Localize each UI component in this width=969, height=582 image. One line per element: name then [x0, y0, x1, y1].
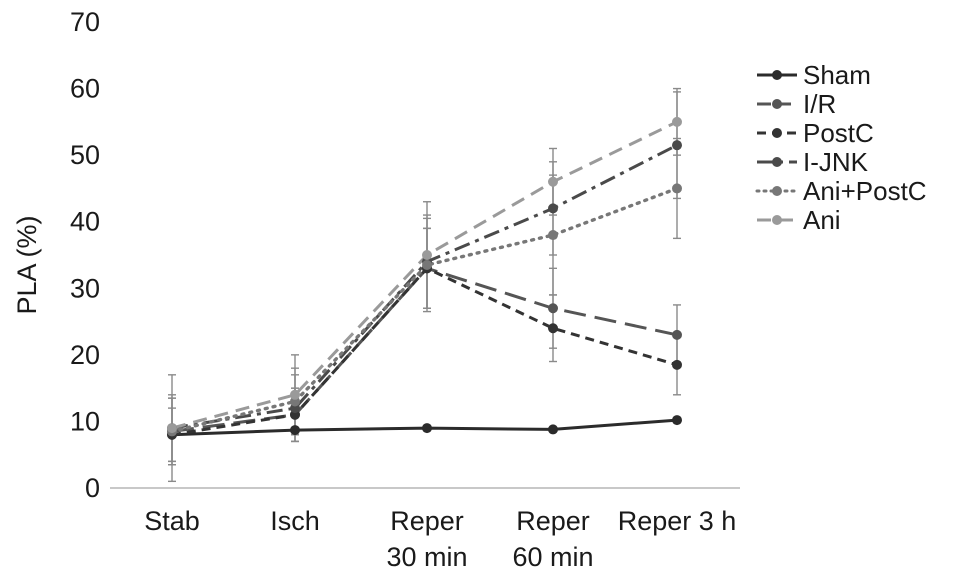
legend-item: Ani+PostC: [755, 176, 927, 206]
data-point: [548, 176, 558, 187]
legend-marker: [772, 99, 782, 109]
y-tick-label: 30: [70, 273, 100, 303]
legend-item: PostC: [757, 118, 874, 148]
legend-item: Sham: [757, 60, 871, 90]
legend-item: I-JNK: [757, 147, 869, 177]
y-axis-label-group: PLA (%): [12, 215, 42, 314]
data-point: [672, 359, 682, 370]
y-tick-label: 0: [85, 473, 100, 503]
x-tick-label: Reper 30 min: [386, 506, 467, 572]
legend-marker: [772, 186, 782, 196]
data-point: [672, 415, 682, 426]
series-points: [167, 116, 682, 440]
x-tick-label: Reper 3 h: [618, 506, 737, 536]
x-tick-label-line: Reper: [390, 506, 464, 536]
x-tick-label-line: 60 min: [512, 542, 593, 572]
y-axis-ticks: 0 10 20 30 40 50 60 70: [70, 7, 100, 503]
y-tick-label: 20: [70, 340, 100, 370]
y-tick-label: 40: [70, 207, 100, 237]
legend-item: Ani: [757, 205, 841, 235]
data-point: [422, 250, 432, 260]
x-tick-label-line: Stab: [144, 506, 200, 536]
data-point: [290, 425, 300, 436]
data-point: [672, 329, 682, 340]
x-tick-label-line: Reper: [516, 506, 590, 536]
x-tick-label: Stab: [144, 506, 200, 536]
legend-item: I/R: [757, 89, 836, 119]
x-tick-label: Isch: [270, 506, 320, 536]
y-tick-label: 60: [70, 74, 100, 104]
legend-label: Ani: [803, 205, 841, 235]
y-tick-label: 10: [70, 406, 100, 436]
series-line-ani: [171, 120, 678, 430]
data-point: [167, 423, 177, 434]
legend-label: Ani+PostC: [803, 176, 927, 206]
legend-marker: [772, 215, 782, 225]
series-line-ani-postc: [170, 186, 679, 434]
legend-marker: [772, 157, 782, 167]
x-tick-label-line: Isch: [270, 506, 320, 536]
data-point: [672, 140, 682, 151]
y-tick-label: 50: [70, 140, 100, 170]
x-tick-label: Reper 60 min: [512, 506, 593, 572]
data-point: [548, 323, 558, 334]
legend-label: I/R: [803, 89, 836, 119]
x-tick-label-line: 30 min: [386, 542, 467, 572]
data-point: [548, 230, 558, 241]
data-point: [422, 423, 432, 434]
legend-label: I-JNK: [803, 147, 869, 177]
y-tick-label: 70: [70, 7, 100, 37]
legend-marker: [772, 128, 782, 138]
legend-marker: [772, 70, 782, 80]
x-tick-label-line: Reper 3 h: [618, 506, 737, 536]
x-axis-ticks: Stab Isch Reper 30 min Reper 60 min Reper 3 h: [144, 506, 736, 572]
legend-label: PostC: [803, 118, 874, 148]
data-point: [672, 183, 682, 194]
data-point: [422, 259, 432, 270]
y-axis-label: PLA (%): [12, 215, 42, 314]
data-point: [548, 303, 558, 314]
data-point: [548, 203, 558, 214]
series-line-i-jnk: [171, 143, 678, 430]
data-point: [548, 424, 558, 435]
series-lines: [170, 120, 679, 437]
data-point: [290, 389, 300, 400]
series-line-postc: [171, 266, 678, 437]
legend-label: Sham: [803, 60, 871, 90]
data-point: [672, 116, 682, 127]
